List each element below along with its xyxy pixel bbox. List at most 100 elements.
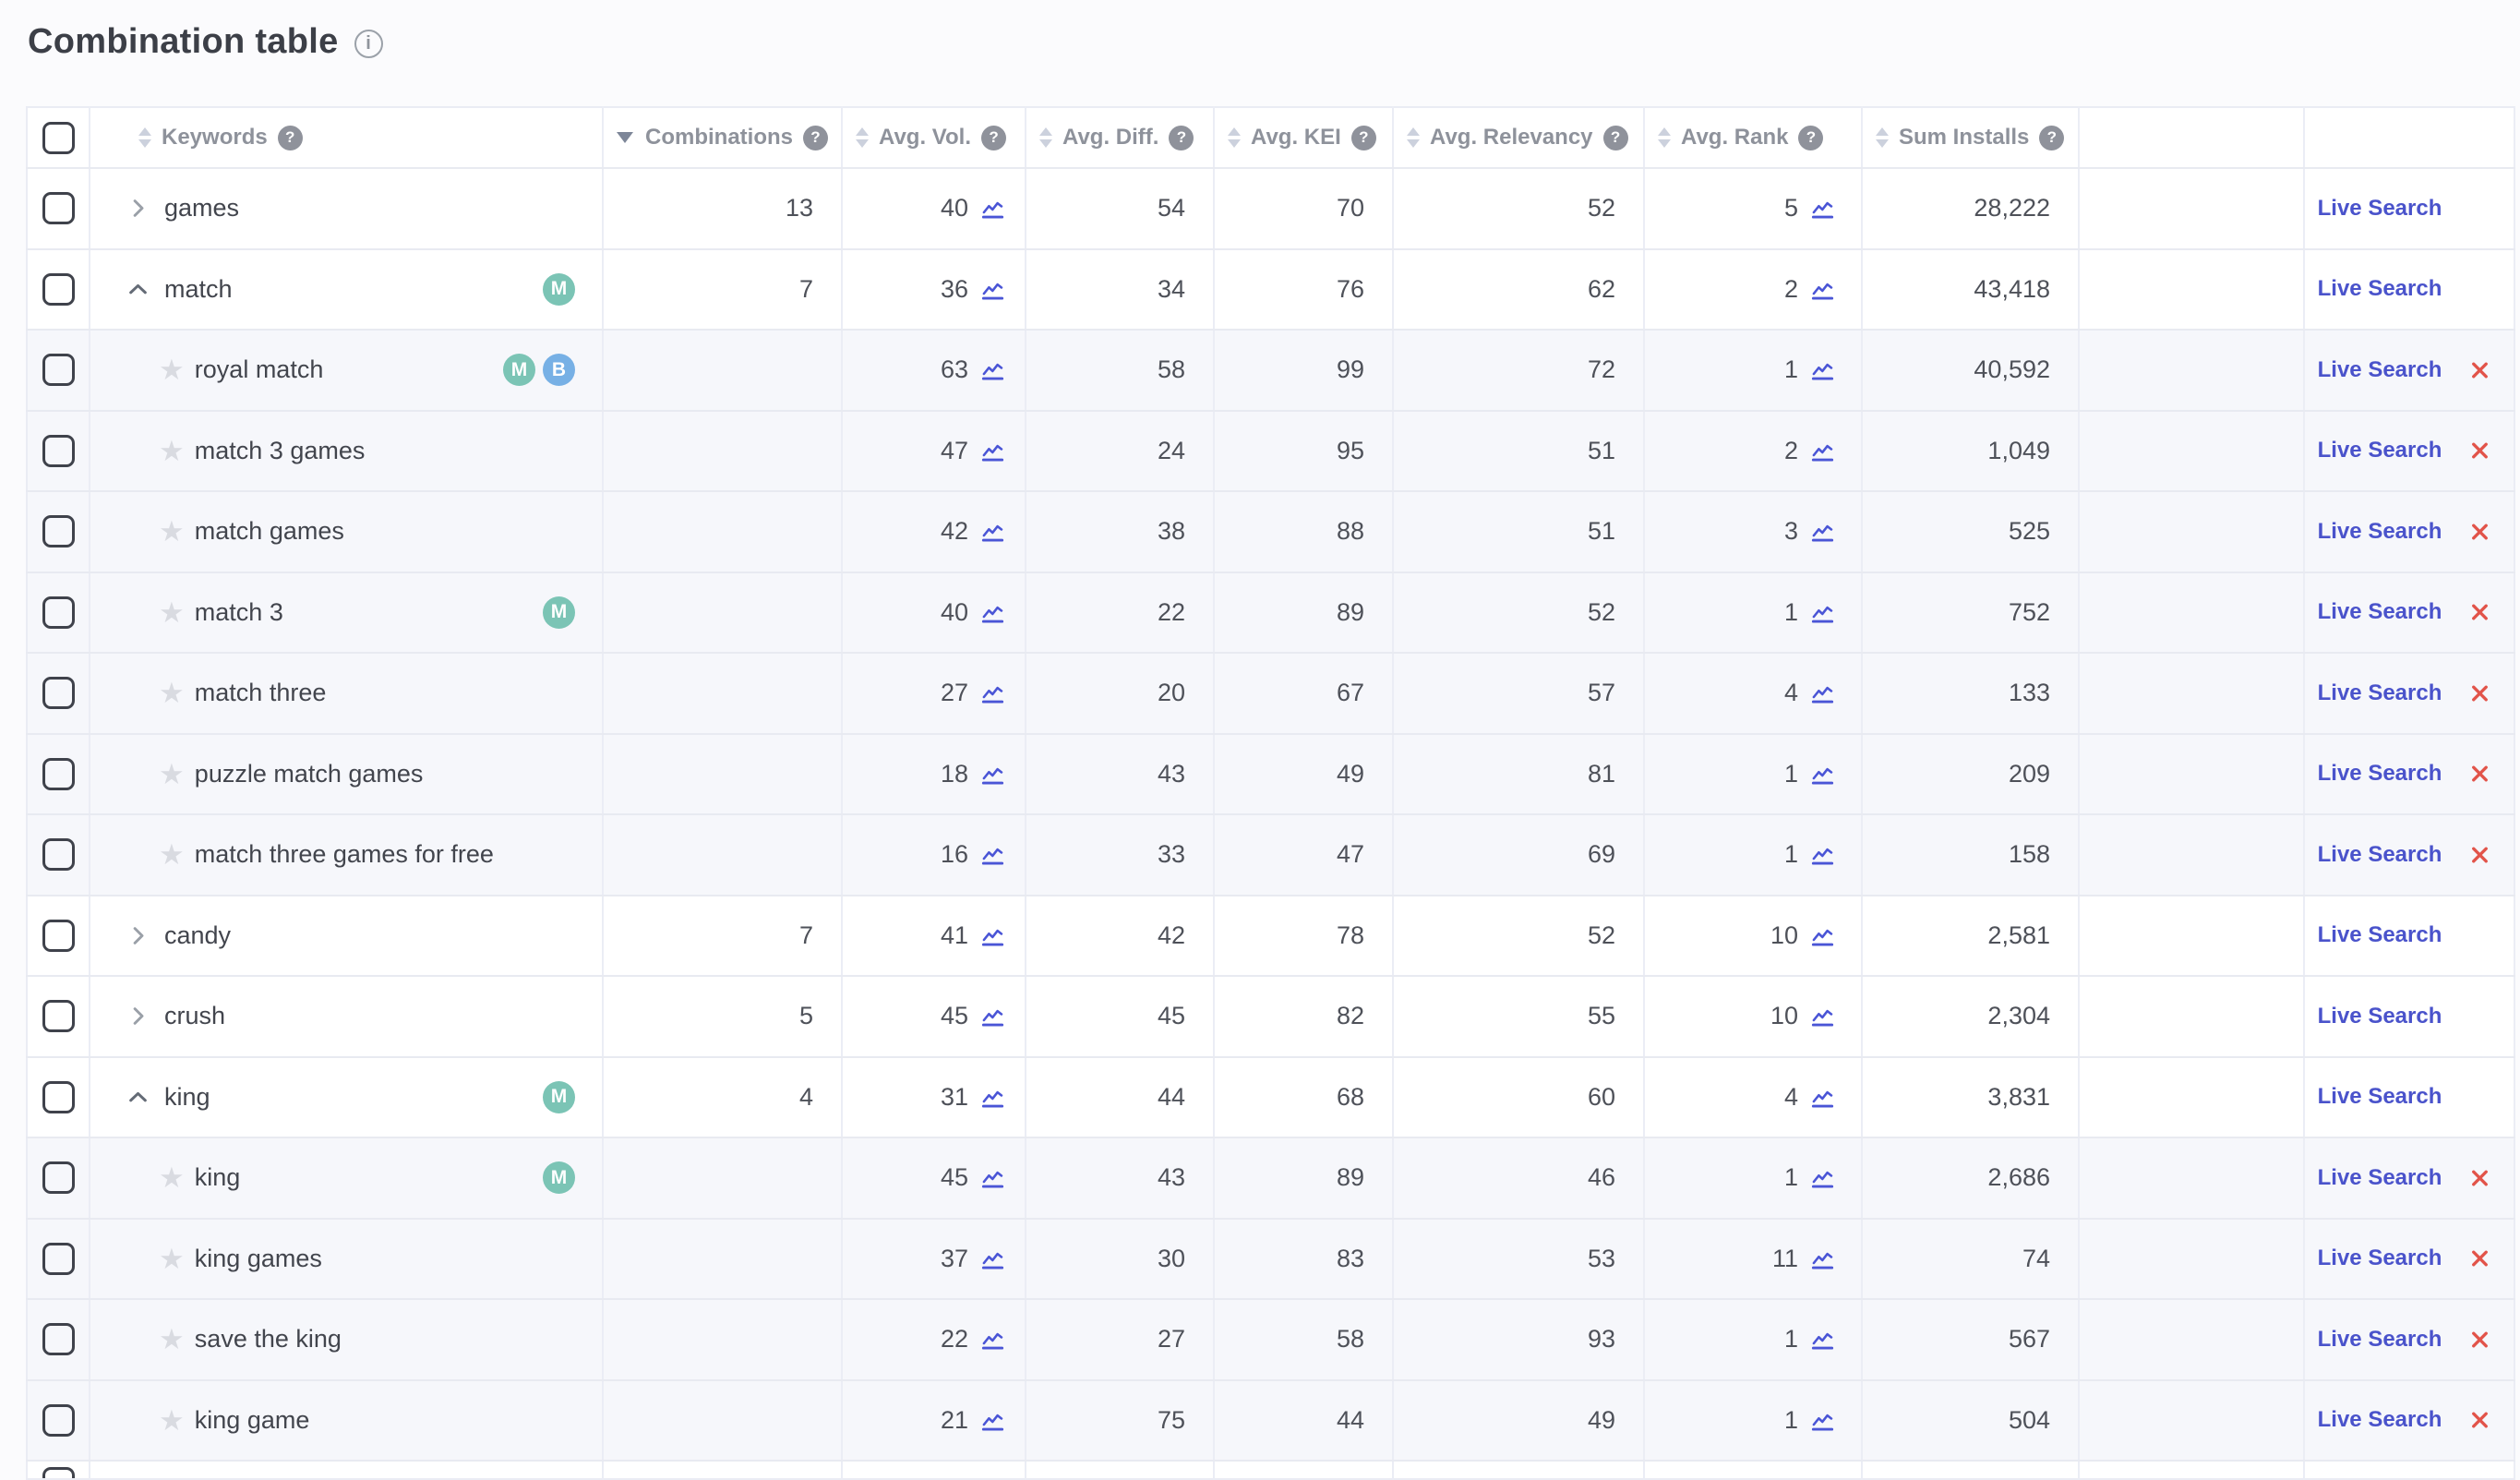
chevron-up-icon[interactable]: [126, 277, 150, 302]
star-icon[interactable]: ★: [159, 757, 185, 790]
line-chart-icon[interactable]: [980, 842, 1005, 867]
line-chart-icon[interactable]: [980, 762, 1005, 787]
remove-icon[interactable]: [2468, 1166, 2491, 1189]
line-chart-icon[interactable]: [1810, 1004, 1835, 1029]
star-icon[interactable]: ★: [159, 515, 185, 548]
row-checkbox[interactable]: [42, 515, 75, 548]
sort-icon[interactable]: [1658, 127, 1671, 148]
row-checkbox[interactable]: [42, 1467, 75, 1478]
help-icon[interactable]: ?: [2039, 125, 2065, 150]
line-chart-icon[interactable]: [980, 1246, 1005, 1271]
help-icon[interactable]: ?: [803, 125, 828, 150]
line-chart-icon[interactable]: [1810, 1085, 1835, 1110]
live-search-link[interactable]: Live Search: [2317, 841, 2442, 867]
sort-icon[interactable]: [1876, 127, 1889, 148]
star-icon[interactable]: ★: [159, 1161, 185, 1195]
select-all-checkbox[interactable]: [42, 121, 75, 154]
sort-icon[interactable]: [1407, 127, 1420, 148]
live-search-link[interactable]: Live Search: [2317, 1326, 2442, 1352]
row-checkbox[interactable]: [42, 272, 75, 306]
line-chart-icon[interactable]: [1810, 519, 1835, 544]
help-icon[interactable]: ?: [1602, 125, 1628, 150]
help-icon[interactable]: ?: [1350, 125, 1376, 150]
chevron-right-icon[interactable]: [126, 196, 150, 221]
line-chart-icon[interactable]: [980, 680, 1005, 705]
line-chart-icon[interactable]: [1810, 923, 1835, 948]
live-search-link[interactable]: Live Search: [2317, 680, 2442, 705]
sort-icon[interactable]: [1039, 127, 1052, 148]
line-chart-icon[interactable]: [1810, 600, 1835, 625]
row-checkbox[interactable]: [42, 354, 75, 387]
help-icon[interactable]: ?: [981, 125, 1007, 150]
line-chart-icon[interactable]: [1810, 1246, 1835, 1271]
live-search-link[interactable]: Live Search: [2317, 1164, 2442, 1190]
info-icon[interactable]: i: [354, 29, 383, 58]
row-checkbox[interactable]: [42, 596, 75, 629]
live-search-link[interactable]: Live Search: [2317, 599, 2442, 625]
remove-icon[interactable]: [2468, 358, 2491, 381]
remove-icon[interactable]: [2468, 1328, 2491, 1351]
row-checkbox[interactable]: [42, 1080, 75, 1113]
live-search-link[interactable]: Live Search: [2317, 1003, 2442, 1029]
line-chart-icon[interactable]: [980, 196, 1005, 221]
remove-icon[interactable]: [2468, 439, 2491, 463]
remove-icon[interactable]: [2468, 763, 2491, 786]
star-icon[interactable]: ★: [159, 354, 185, 387]
sort-desc-icon[interactable]: [617, 132, 633, 143]
remove-icon[interactable]: [2468, 681, 2491, 704]
live-search-link[interactable]: Live Search: [2317, 922, 2442, 948]
live-search-link[interactable]: Live Search: [2317, 518, 2442, 544]
line-chart-icon[interactable]: [980, 439, 1005, 463]
row-checkbox[interactable]: [42, 192, 75, 225]
help-icon[interactable]: ?: [1798, 125, 1824, 150]
live-search-link[interactable]: Live Search: [2317, 195, 2442, 221]
star-icon[interactable]: ★: [159, 1242, 185, 1275]
live-search-link[interactable]: Live Search: [2317, 276, 2442, 302]
chevron-right-icon[interactable]: [126, 923, 150, 948]
line-chart-icon[interactable]: [1810, 1327, 1835, 1352]
line-chart-icon[interactable]: [980, 357, 1005, 382]
line-chart-icon[interactable]: [1810, 439, 1835, 463]
row-checkbox[interactable]: [42, 1242, 75, 1275]
line-chart-icon[interactable]: [1810, 277, 1835, 302]
row-checkbox[interactable]: [42, 757, 75, 790]
star-icon[interactable]: ★: [159, 434, 185, 467]
star-icon[interactable]: ★: [159, 677, 185, 710]
sort-icon[interactable]: [1228, 127, 1241, 148]
live-search-link[interactable]: Live Search: [2317, 1084, 2442, 1110]
line-chart-icon[interactable]: [1810, 1165, 1835, 1190]
remove-icon[interactable]: [2468, 520, 2491, 543]
live-search-link[interactable]: Live Search: [2317, 1245, 2442, 1271]
remove-icon[interactable]: [2468, 843, 2491, 866]
live-search-link[interactable]: Live Search: [2317, 438, 2442, 463]
line-chart-icon[interactable]: [980, 1327, 1005, 1352]
live-search-link[interactable]: Live Search: [2317, 1407, 2442, 1433]
star-icon[interactable]: ★: [159, 838, 185, 872]
row-checkbox[interactable]: [42, 1000, 75, 1033]
chevron-up-icon[interactable]: [126, 1085, 150, 1110]
live-search-link[interactable]: Live Search: [2317, 356, 2442, 382]
line-chart-icon[interactable]: [1810, 842, 1835, 867]
remove-icon[interactable]: [2468, 1409, 2491, 1432]
row-checkbox[interactable]: [42, 1403, 75, 1437]
line-chart-icon[interactable]: [980, 923, 1005, 948]
help-icon[interactable]: ?: [1169, 125, 1194, 150]
line-chart-icon[interactable]: [1810, 680, 1835, 705]
row-checkbox[interactable]: [42, 677, 75, 710]
star-icon[interactable]: ★: [159, 1403, 185, 1437]
line-chart-icon[interactable]: [1810, 762, 1835, 787]
row-checkbox[interactable]: [42, 838, 75, 872]
row-checkbox[interactable]: [42, 434, 75, 467]
chevron-right-icon[interactable]: [126, 1004, 150, 1029]
line-chart-icon[interactable]: [980, 600, 1005, 625]
remove-icon[interactable]: [2468, 1247, 2491, 1270]
remove-icon[interactable]: [2468, 601, 2491, 624]
sort-icon[interactable]: [856, 127, 869, 148]
sort-icon[interactable]: [138, 127, 151, 148]
line-chart-icon[interactable]: [980, 1004, 1005, 1029]
line-chart-icon[interactable]: [1810, 357, 1835, 382]
line-chart-icon[interactable]: [980, 1408, 1005, 1433]
line-chart-icon[interactable]: [1810, 1408, 1835, 1433]
line-chart-icon[interactable]: [1810, 196, 1835, 221]
row-checkbox[interactable]: [42, 919, 75, 952]
